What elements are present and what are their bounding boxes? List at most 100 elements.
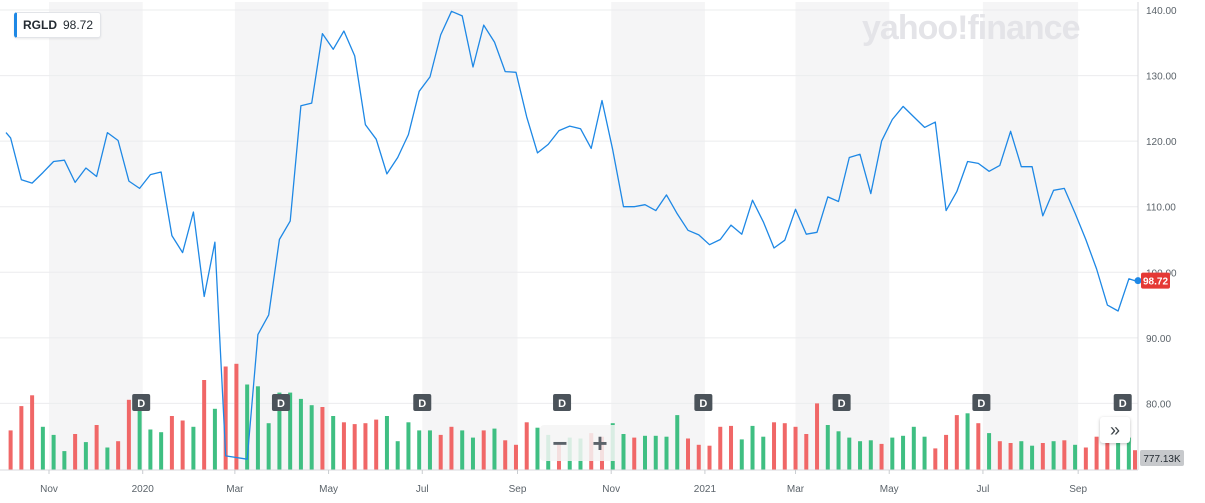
volume-bar: [965, 413, 970, 470]
volume-bar: [987, 433, 992, 470]
volume-bar: [94, 425, 99, 470]
x-tick-label: Sep: [1069, 484, 1087, 495]
volume-bar: [761, 436, 766, 470]
volume-bar: [524, 422, 529, 470]
double-chevron-right-icon: »: [1109, 419, 1120, 440]
dividend-marker[interactable]: D: [694, 394, 713, 411]
volume-bar: [503, 440, 508, 470]
volume-bar: [890, 437, 895, 470]
dividend-marker[interactable]: D: [832, 394, 851, 411]
volume-bar: [51, 434, 56, 470]
volume-bar: [686, 438, 691, 470]
volume-bar: [288, 392, 293, 470]
volume-bar: [395, 441, 400, 470]
dividend-marker[interactable]: D: [413, 394, 432, 411]
dividend-marker-label: D: [277, 398, 285, 410]
volume-bars: [8, 363, 1137, 470]
x-tick-label: 2021: [694, 484, 717, 495]
volume-bar: [62, 451, 67, 470]
volume-bar: [83, 442, 88, 470]
volume-bar: [1008, 443, 1013, 470]
volume-bar: [1051, 441, 1056, 470]
ticker-price: 98.72: [63, 18, 94, 32]
zoom-in-button[interactable]: +: [592, 428, 608, 458]
volume-bar: [922, 436, 927, 470]
price-line: [5, 10, 1136, 460]
dividend-marker[interactable]: D: [271, 394, 290, 411]
ticker-chip[interactable]: RGLD 98.72: [14, 12, 102, 38]
volume-bar: [750, 425, 755, 470]
volume-bar: [1126, 437, 1131, 470]
volume-bar: [1062, 440, 1067, 470]
dividend-marker-box: [271, 394, 290, 411]
volume-bar: [73, 434, 78, 470]
shaded-month-band: [795, 2, 890, 470]
y-tick-label: 110.00: [1146, 203, 1176, 214]
volume-bar: [782, 423, 787, 470]
volume-bar: [427, 430, 432, 470]
volume-bar: [202, 380, 207, 470]
volume-bar: [868, 440, 873, 470]
y-tick-label: 130.00: [1146, 72, 1177, 83]
volume-bar: [406, 422, 411, 470]
volume-bar: [470, 437, 475, 470]
x-tick-label: Jul: [416, 484, 429, 495]
volume-bar: [825, 425, 830, 470]
volume-bar: [384, 416, 389, 470]
volume-bar: [148, 429, 153, 470]
volume-bar: [341, 422, 346, 470]
shaded-month-band: [49, 2, 143, 470]
volume-bar: [513, 444, 518, 470]
dividend-marker[interactable]: D: [553, 394, 572, 411]
volume-bar: [621, 434, 626, 470]
dividend-marker-label: D: [977, 398, 985, 410]
volume-bar: [180, 420, 185, 470]
volume-label: 777.13K: [1143, 454, 1181, 465]
dividend-marker-box: [1113, 394, 1132, 411]
dividend-marker-label: D: [699, 398, 707, 410]
axis-badges: 98.72 777.13K: [1134, 272, 1184, 466]
zoom-out-button[interactable]: −: [552, 428, 568, 458]
volume-bar: [169, 416, 174, 470]
x-tick-label: Mar: [226, 484, 244, 495]
y-tick-label: 90.00: [1146, 334, 1171, 345]
volume-bar: [255, 386, 260, 470]
volume-bar: [363, 423, 368, 470]
x-tick-label: May: [880, 484, 899, 495]
volume-bar: [847, 437, 852, 470]
current-price-label: 98.72: [1143, 277, 1168, 288]
dividend-marker[interactable]: D: [132, 394, 151, 411]
volume-bar: [1030, 445, 1035, 470]
ticker-symbol: RGLD: [23, 18, 57, 32]
x-tick-label: 2020: [132, 484, 155, 495]
volume-bar: [352, 424, 357, 470]
volume-bar: [1133, 450, 1137, 470]
dividend-marker-box: [972, 394, 991, 411]
current-price-dot: [1134, 277, 1142, 285]
dividend-marker-label: D: [137, 398, 145, 410]
dividend-marker-label: D: [838, 398, 846, 410]
volume-bar: [298, 398, 303, 470]
volume-bar: [40, 426, 45, 470]
zoom-controls: − +: [540, 425, 620, 461]
x-tick-label: Nov: [40, 484, 58, 495]
volume-bar: [30, 395, 35, 470]
dividend-marker-label: D: [418, 398, 426, 410]
dividend-marker[interactable]: D: [1113, 394, 1132, 411]
volume-badge: [1140, 450, 1184, 466]
volume-bar: [1073, 444, 1078, 470]
dividend-marker[interactable]: D: [972, 394, 991, 411]
volume-bar: [664, 436, 669, 470]
y-tick-label: 120.00: [1146, 137, 1177, 148]
shaded-month-band: [982, 2, 1079, 470]
volume-bar: [492, 428, 497, 470]
expand-button[interactable]: »: [1100, 417, 1130, 443]
dividend-marker-label: D: [1119, 398, 1127, 410]
volume-bar: [417, 430, 422, 470]
volume-bar: [126, 399, 131, 470]
volume-bar: [954, 415, 959, 470]
price-line-group: [5, 10, 1136, 460]
